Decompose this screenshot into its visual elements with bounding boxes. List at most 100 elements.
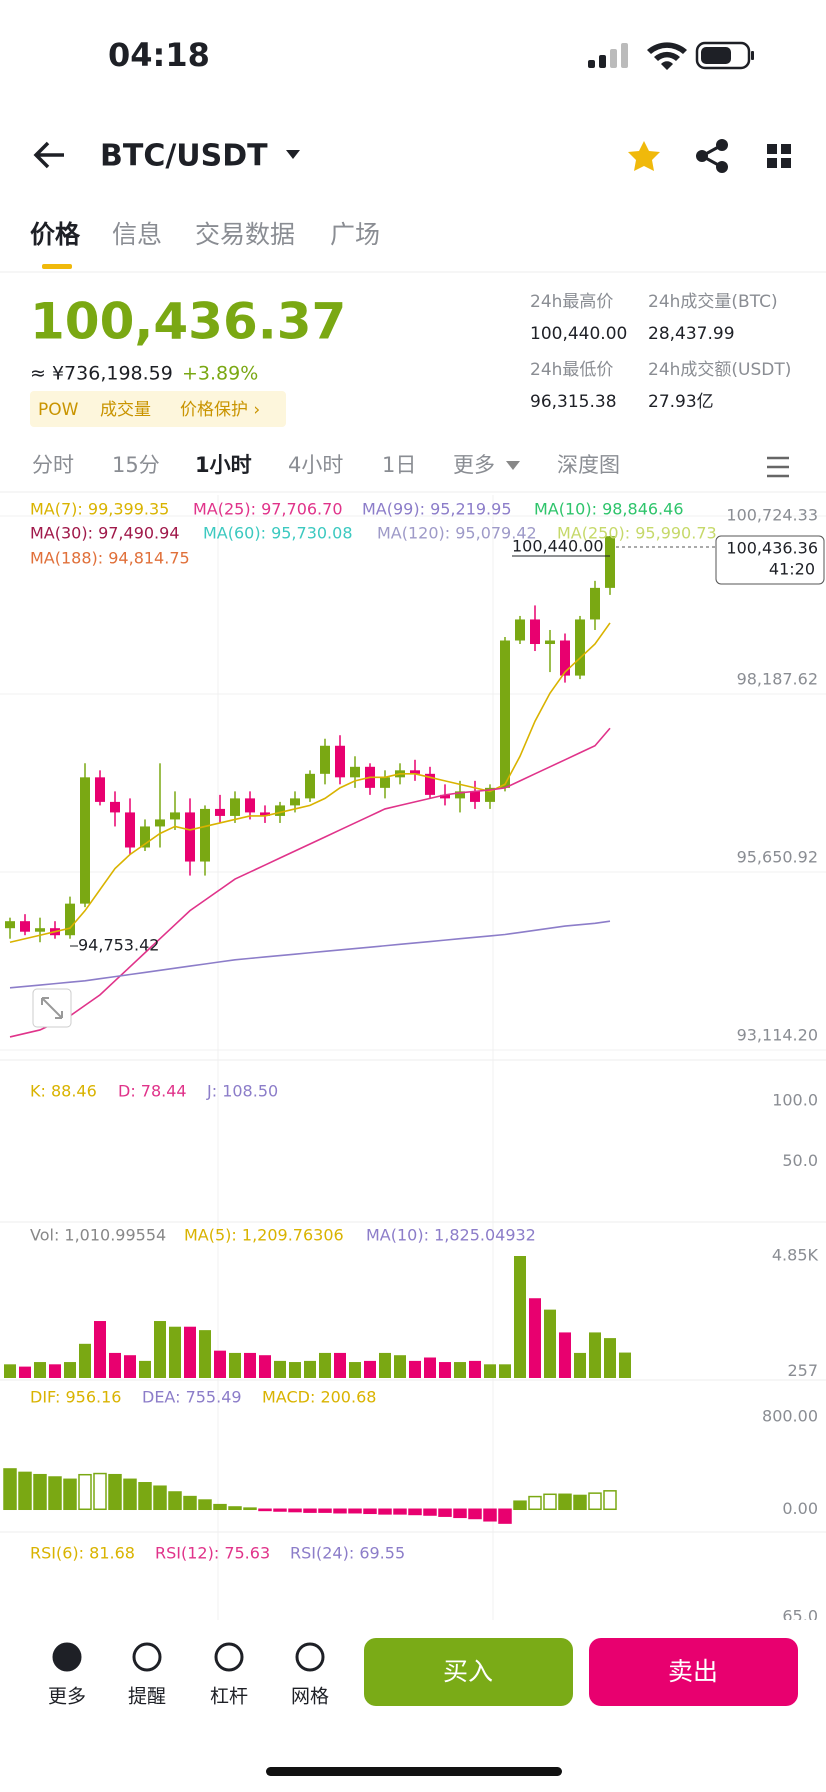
macd-bar xyxy=(63,1478,77,1511)
volume-bar xyxy=(574,1352,586,1378)
candle-body xyxy=(485,787,495,802)
pair-title[interactable]: BTC/USDT xyxy=(100,139,268,174)
ma-legend: MA(30): 97,490.94 xyxy=(30,524,180,543)
interval[interactable]: 4小时 xyxy=(288,453,343,477)
candle-body xyxy=(290,798,300,806)
volume-bar xyxy=(19,1366,31,1378)
macd-bar xyxy=(78,1473,92,1511)
volume-bar xyxy=(139,1360,151,1378)
volume-bar xyxy=(439,1362,451,1378)
volume-bar xyxy=(259,1355,271,1378)
back-button[interactable] xyxy=(33,141,64,169)
pair-dropdown[interactable] xyxy=(286,150,300,159)
tag[interactable]: POW xyxy=(38,400,79,420)
macd-bar xyxy=(393,1508,407,1515)
macd-bar xyxy=(258,1508,272,1512)
nav-label[interactable]: 更多 xyxy=(48,1686,86,1708)
candle-body xyxy=(20,921,30,932)
interval[interactable]: 1小时 xyxy=(195,453,252,477)
home-indicator xyxy=(266,1767,562,1776)
chart-settings[interactable] xyxy=(767,456,789,478)
macd-bar xyxy=(573,1494,587,1511)
macd-label: MACD: 200.68 xyxy=(262,1388,376,1407)
tab[interactable]: 信息 xyxy=(112,220,162,249)
buy-button[interactable] xyxy=(364,1638,573,1706)
expand-icon[interactable] xyxy=(41,997,63,1019)
ma-legend: MA(250): 95,990.73 xyxy=(557,524,717,543)
volume-bar xyxy=(619,1352,631,1378)
tag[interactable]: 成交量 xyxy=(100,400,151,420)
nav-icon[interactable] xyxy=(132,1642,162,1672)
tab[interactable]: 价格 xyxy=(30,220,81,249)
rsi-label: RSI(24): 69.55 xyxy=(290,1544,405,1563)
volume-bar xyxy=(394,1355,406,1378)
favorite-star[interactable] xyxy=(628,141,660,171)
stat-value: 96,315.38 xyxy=(530,392,617,412)
y-tick-label: 0.00 xyxy=(782,1499,818,1518)
macd-bar xyxy=(603,1490,617,1511)
y-tick-label: 50.0 xyxy=(782,1151,818,1170)
macd-bar xyxy=(33,1473,47,1511)
tag[interactable]: 价格保护 › xyxy=(180,400,260,420)
macd-bar xyxy=(423,1508,437,1516)
macd-bar xyxy=(363,1508,377,1515)
ma-line xyxy=(9,920,611,989)
macd-bar xyxy=(153,1485,167,1511)
candle-body xyxy=(140,826,150,848)
sell-label[interactable]: 卖出 xyxy=(668,1657,718,1686)
nav-icon[interactable] xyxy=(52,1642,82,1672)
sell-button[interactable] xyxy=(589,1638,798,1706)
candle-body xyxy=(425,773,435,795)
price-change: +3.89% xyxy=(182,363,258,385)
cny-price: ≈ ¥736,198.59 xyxy=(30,363,173,385)
countdown: 41:20 xyxy=(769,560,815,579)
macd-bar xyxy=(93,1472,107,1511)
stat-label: 24h最低价 xyxy=(530,360,613,380)
volume-bar xyxy=(199,1330,211,1378)
volume-bar xyxy=(514,1256,526,1378)
volume-bar xyxy=(34,1362,46,1378)
kdj-label: D: 78.44 xyxy=(118,1082,187,1101)
tab[interactable]: 交易数据 xyxy=(195,220,295,249)
stat-label: 24h成交额(USDT) xyxy=(648,360,791,380)
y-tick-label: 100,724.33 xyxy=(726,506,818,525)
high-label: 100,440.00 xyxy=(512,537,604,556)
buy-label[interactable]: 买入 xyxy=(443,1657,493,1686)
last-price-box xyxy=(715,535,825,585)
status-icons xyxy=(588,41,754,70)
volume-bar xyxy=(559,1332,571,1378)
y-tick-label: 4.85K xyxy=(772,1246,819,1265)
ma-legend: MA(60): 95,730.08 xyxy=(203,524,353,543)
nav-label[interactable]: 网格 xyxy=(291,1686,329,1708)
nav-label[interactable]: 杠杆 xyxy=(210,1686,248,1708)
volume-bar xyxy=(589,1332,601,1378)
candle-body xyxy=(380,777,390,788)
low-label: 94,753.42 xyxy=(78,936,159,955)
nav-icon[interactable] xyxy=(214,1642,244,1672)
macd-bar xyxy=(378,1508,392,1515)
candle-body xyxy=(575,619,585,676)
candle-body xyxy=(155,819,165,827)
ma-legend: MA(99): 95,219.95 xyxy=(362,500,512,519)
macd-bar xyxy=(183,1495,197,1511)
candle-body xyxy=(545,640,555,645)
interval-dropdown[interactable] xyxy=(506,461,520,470)
nav-icon[interactable] xyxy=(295,1642,325,1672)
nav-label[interactable]: 提醒 xyxy=(128,1686,166,1708)
last-price-label: 100,436.36 xyxy=(726,539,818,558)
layout-button[interactable] xyxy=(767,144,791,168)
macd-bar xyxy=(213,1503,227,1511)
macd-bar xyxy=(438,1508,452,1517)
interval[interactable]: 更多 xyxy=(453,453,495,477)
interval[interactable]: 深度图 xyxy=(557,453,620,477)
interval[interactable]: 15分 xyxy=(112,453,160,477)
volume-bar xyxy=(229,1352,241,1378)
candle-body xyxy=(230,798,240,816)
candle-body xyxy=(35,928,45,932)
volume-bar xyxy=(154,1321,166,1378)
tab[interactable]: 广场 xyxy=(330,220,380,249)
interval[interactable]: 分时 xyxy=(32,453,74,477)
ma-legend: MA(10): 98,846.46 xyxy=(534,500,684,519)
share-button[interactable] xyxy=(696,139,728,173)
interval[interactable]: 1日 xyxy=(382,453,416,477)
